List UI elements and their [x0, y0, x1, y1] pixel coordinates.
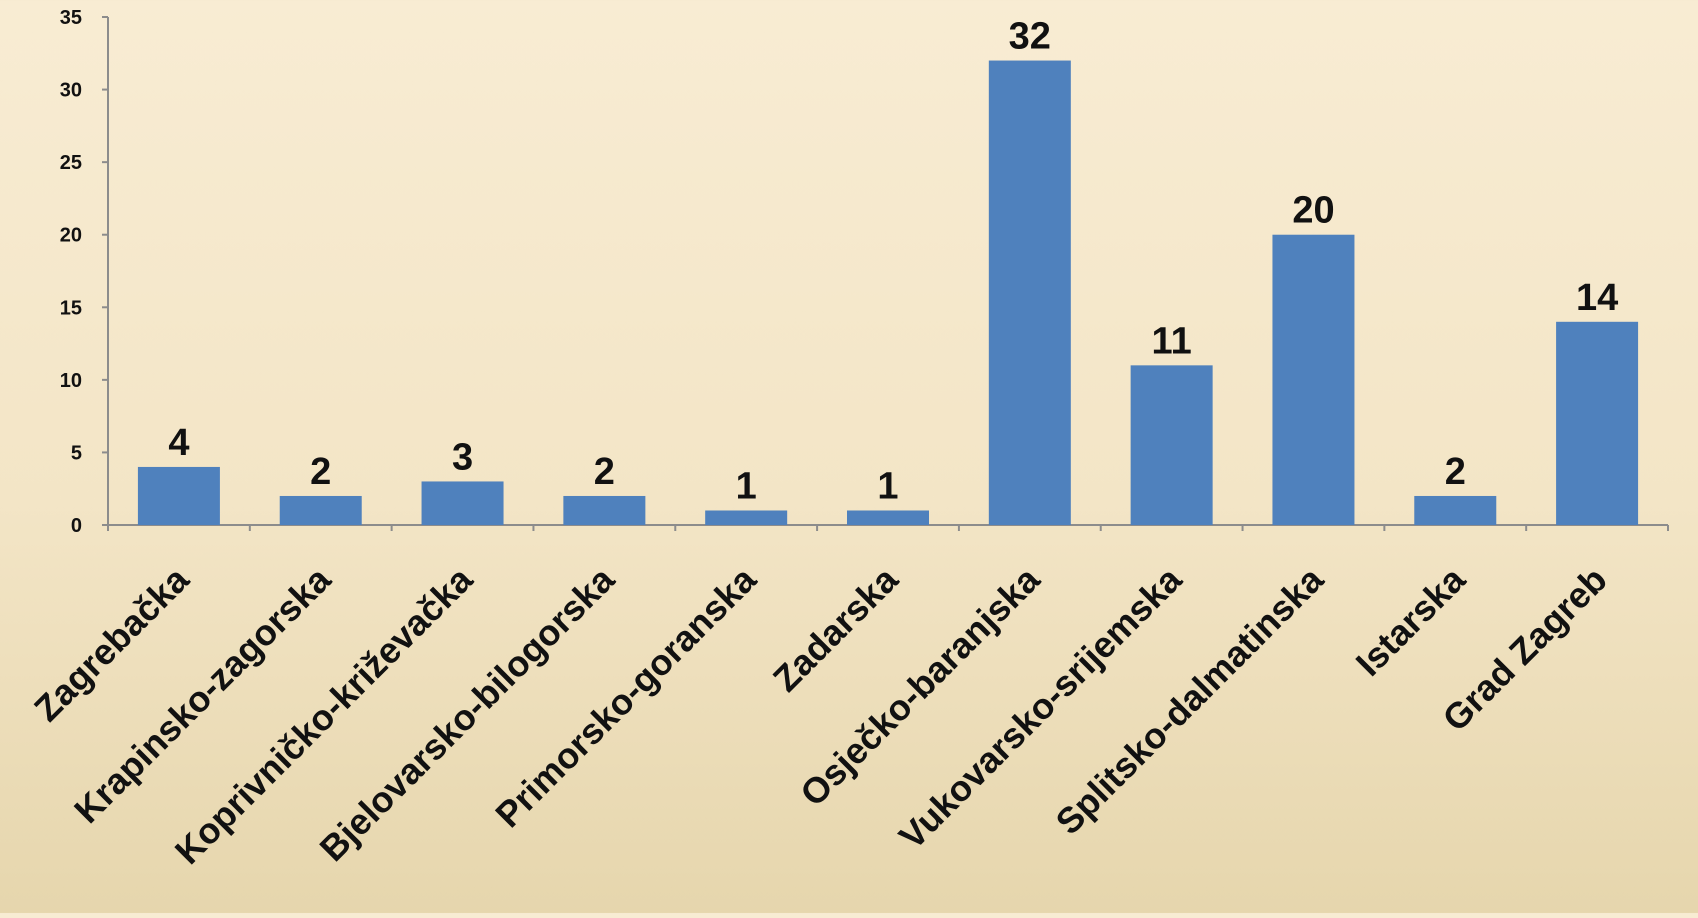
bars — [137, 60, 1639, 526]
y-tick-label: 25 — [60, 152, 82, 174]
y-tick-label: 35 — [60, 7, 82, 29]
category-label: Vukovarsko-srijemska — [891, 558, 1190, 857]
bar-value-label: 1 — [736, 465, 757, 507]
y-tick-label: 5 — [71, 442, 82, 464]
category-label: Krapinsko-zagorska — [66, 558, 339, 831]
bar-value-label: 4 — [168, 422, 189, 464]
bar — [847, 510, 929, 525]
category-label: Splitsko-dalmatinska — [1047, 558, 1331, 842]
bar — [279, 495, 362, 525]
bar — [988, 60, 1071, 526]
bar-value-label: 14 — [1576, 277, 1618, 319]
bar-value-label: 2 — [594, 451, 615, 493]
y-tick-label: 20 — [60, 225, 82, 247]
category-labels: ZagrebačkaKrapinsko-zagorskaKoprivničko-… — [26, 558, 1615, 872]
bar — [1130, 365, 1213, 525]
category-label: Bjelovarsko-bilogorska — [312, 558, 623, 869]
category-label: Istarska — [1348, 558, 1474, 684]
bar-value-label: 11 — [1152, 320, 1192, 362]
y-tick-label: 15 — [60, 297, 82, 319]
bar — [1556, 321, 1639, 525]
y-tick-label: 30 — [60, 80, 82, 102]
category-label: Primorsko-goranska — [487, 558, 764, 835]
bar — [705, 510, 788, 525]
bar — [421, 481, 504, 525]
x-axis — [107, 524, 1669, 531]
y-tick-label: 0 — [71, 515, 82, 537]
bar-value-label: 2 — [310, 451, 331, 493]
category-label: Zadarska — [765, 558, 906, 699]
y-axis: 0 5 10 15 20 25 30 35 — [60, 7, 109, 537]
bar-value-label: 3 — [452, 436, 473, 478]
bar-value-label: 2 — [1445, 451, 1466, 493]
bar-value-label: 20 — [1292, 190, 1334, 232]
category-label: Koprivničko-križevačka — [167, 558, 481, 872]
bar — [1272, 234, 1355, 525]
category-label: Osječko-baranjska — [792, 558, 1048, 814]
bar-value-label: 32 — [1009, 16, 1051, 58]
bar — [137, 466, 220, 525]
bar — [563, 495, 646, 525]
y-tick-label: 10 — [60, 370, 82, 392]
bar-value-label: 1 — [877, 465, 898, 507]
bar — [1414, 495, 1497, 525]
